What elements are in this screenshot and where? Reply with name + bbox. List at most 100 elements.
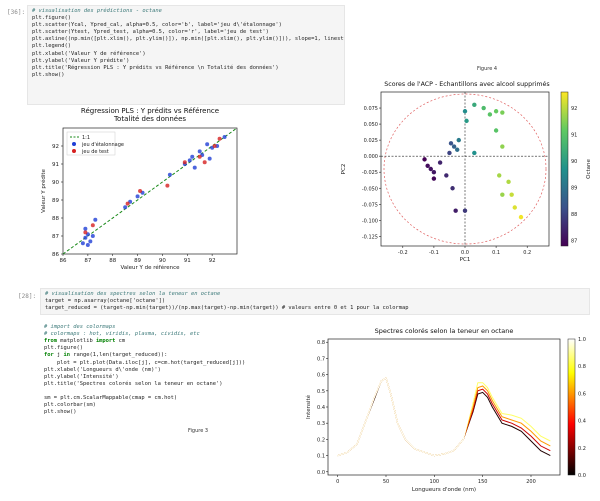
y-tick-label: -0.050 <box>362 186 378 192</box>
data-point <box>450 186 455 191</box>
y-tick-label: -0.125 <box>362 234 378 240</box>
y-tick-label: 0.6 <box>317 373 325 379</box>
code-line: plt.figure() <box>32 15 71 22</box>
legend-marker <box>72 149 76 153</box>
data-point <box>431 170 437 175</box>
y-tick-label: 87 <box>52 234 59 240</box>
data-point <box>90 234 95 238</box>
legend <box>66 131 116 156</box>
code-line: plt.title('Régression PLS : Y prédits vs… <box>32 64 279 71</box>
colorbar-tick-label: 87 <box>571 239 577 245</box>
data-point <box>192 165 197 170</box>
y-axis-label: Intensité <box>305 394 312 419</box>
code-line: plt.xlabel('Valeur Y de référence') <box>32 50 146 57</box>
colorbar-tick-label: 88 <box>571 212 577 218</box>
x-tick-label: 89 <box>134 258 141 264</box>
data-point <box>207 156 212 161</box>
data-point <box>428 166 433 172</box>
code-line: # visualisation des spectres selon la te… <box>45 291 221 297</box>
legend-label: 1:1 <box>82 135 90 141</box>
code-line: plt.legend() <box>32 43 71 50</box>
code-line: # visualisation des prédictions - octane <box>32 8 162 14</box>
x-tick-label: 0 <box>336 479 339 485</box>
cell-prompt: [28]: <box>18 293 37 300</box>
pca-scores-chart: Scores de l'ACP - Echantillons avec alco… <box>341 80 592 263</box>
data-point <box>464 118 469 124</box>
data-point <box>197 149 202 154</box>
data-point <box>88 239 93 244</box>
correlation-circle <box>383 93 547 245</box>
x-tick-label: 0.0 <box>461 250 469 256</box>
x-tick-label: 86 <box>60 258 67 264</box>
y-tick-label: 0.025 <box>364 138 378 144</box>
y-tick-label: 90 <box>52 180 59 186</box>
colorbar-tick-label: 90 <box>571 159 577 165</box>
chart-title: Spectres colorés selon la teneur en octa… <box>375 327 514 335</box>
data-point <box>205 142 210 147</box>
data-point <box>512 205 517 210</box>
code-line <box>44 317 296 324</box>
data-point <box>165 183 170 188</box>
data-point <box>506 179 511 185</box>
x-tick-label: 100 <box>430 479 440 485</box>
chart-title: Totalité des données <box>113 115 186 123</box>
x-tick-label: 88 <box>109 258 116 264</box>
code-line: plt.scatter(Ycal, Ypred_cal, alpha=0.5, … <box>32 22 282 29</box>
code-line: # import des colormaps <box>44 324 116 331</box>
colorbar-tick-label: 0.6 <box>578 391 586 397</box>
code-line: plt.xlabel('Longueurs d\'onde (nm)') <box>44 366 161 373</box>
data-point <box>462 109 468 114</box>
data-point <box>125 201 130 206</box>
data-point <box>123 205 128 210</box>
x-tick-label: 200 <box>526 479 536 485</box>
x-tick-label: 0.2 <box>523 250 531 256</box>
data-point <box>500 110 505 115</box>
colorbar-tick-label: 0.8 <box>578 364 586 370</box>
y-tick-label: 92 <box>52 144 59 150</box>
code-line: target_reduced = (target-np.min(target))… <box>45 305 409 312</box>
legend-label: jeu d'étalonnage <box>81 141 124 148</box>
code-line: plt.ylabel('Valeur Y prédite') <box>32 57 130 64</box>
data-point <box>493 128 499 133</box>
colorbar <box>567 338 576 476</box>
colorbar-tick-label: 92 <box>571 106 577 112</box>
data-point <box>197 154 202 159</box>
y-tick-label: 88 <box>52 216 59 222</box>
code-cell[interactable]: # visualisation des spectres selon la te… <box>40 288 590 315</box>
x-tick-label: 90 <box>159 258 166 264</box>
x-tick-label: 87 <box>84 258 91 264</box>
code-cell[interactable]: # visualisation des prédictions - octane… <box>27 5 345 105</box>
data-point <box>80 241 85 246</box>
data-point <box>447 150 452 156</box>
legend-label: jeu de test <box>81 149 109 155</box>
code-line: plot = plt.plot(Data.iloc[j], c=cm.hot(t… <box>44 359 246 366</box>
pls-regression-chart: Régression PLS : Y prédits vs RéférenceT… <box>40 107 238 271</box>
x-tick-label: 91 <box>184 258 191 264</box>
data-point <box>493 109 499 114</box>
y-tick-label: 91 <box>52 162 59 168</box>
colorbar-label: Octane <box>586 159 592 179</box>
data-point <box>472 150 477 156</box>
y-tick-label: 89 <box>52 198 59 204</box>
cell-prompt: [36]: <box>7 9 26 16</box>
legend-marker <box>72 142 76 146</box>
y-tick-label: 0.000 <box>364 154 378 160</box>
colorbar-tick-label: 91 <box>571 132 577 138</box>
colorbar-tick-label: 89 <box>571 186 577 192</box>
code-line: plt.scatter(Ytest, Ypred_test, alpha=0.5… <box>32 29 269 36</box>
data-point <box>455 147 460 152</box>
x-tick-label: 150 <box>478 479 488 485</box>
data-point <box>500 144 505 149</box>
code-line: from matplotlib import cm <box>44 338 126 345</box>
x-tick-label: -0.2 <box>398 250 408 256</box>
data-point <box>509 192 514 197</box>
x-tick-label: 50 <box>383 479 389 485</box>
data-point <box>83 235 88 240</box>
data-point <box>182 160 187 165</box>
data-point <box>456 137 461 143</box>
data-point <box>487 112 493 117</box>
code-cell-continued[interactable]: # import des colormaps # colormaps : hot,… <box>40 315 300 425</box>
y-tick-label: 0.4 <box>317 405 325 411</box>
data-point <box>212 144 217 148</box>
y-tick-label: 0.050 <box>364 122 378 128</box>
